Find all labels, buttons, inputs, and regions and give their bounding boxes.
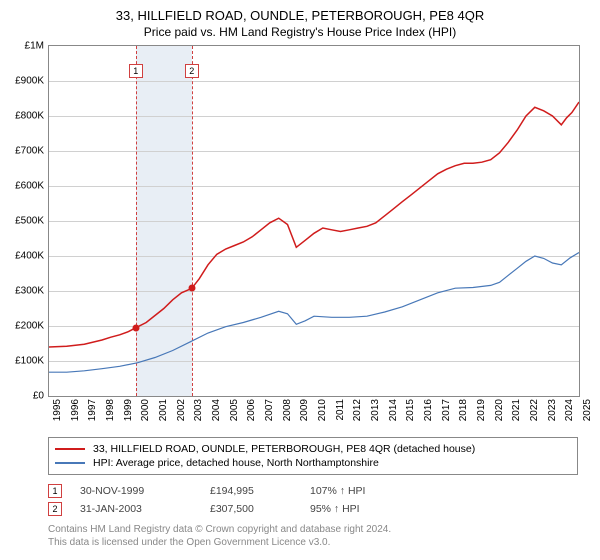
sale-price: £194,995 <box>210 485 310 497</box>
x-axis-label: 2016 <box>423 399 434 421</box>
x-axis-label: 2011 <box>335 399 346 421</box>
x-axis-label: 2025 <box>582 399 593 421</box>
legend-box: 33, HILLFIELD ROAD, OUNDLE, PETERBOROUGH… <box>48 437 578 475</box>
x-axis-label: 2007 <box>264 399 275 421</box>
x-axis-label: 2017 <box>441 399 452 421</box>
footer-line-1: Contains HM Land Registry data © Crown c… <box>48 523 391 536</box>
sale-date: 31-JAN-2003 <box>80 503 210 515</box>
y-axis-label: £300K <box>4 286 44 297</box>
legend-swatch <box>55 462 85 464</box>
x-axis-label: 1995 <box>52 399 63 421</box>
y-axis-label: £1M <box>4 41 44 52</box>
x-axis-label: 2004 <box>211 399 222 421</box>
y-axis-label: £0 <box>4 391 44 402</box>
legend-label: 33, HILLFIELD ROAD, OUNDLE, PETERBOROUGH… <box>93 443 475 455</box>
series-hpi <box>49 253 579 373</box>
x-axis-label: 2003 <box>193 399 204 421</box>
x-axis-label: 2013 <box>370 399 381 421</box>
sales-row: 1 30-NOV-1999£194,995107% ↑ HPI <box>48 482 410 500</box>
x-axis-label: 2005 <box>229 399 240 421</box>
x-axis-label: 1997 <box>87 399 98 421</box>
x-axis-label: 2009 <box>299 399 310 421</box>
y-axis-label: £700K <box>4 146 44 157</box>
x-axis-label: 2012 <box>352 399 363 421</box>
x-axis-label: 2008 <box>282 399 293 421</box>
x-axis-label: 2021 <box>511 399 522 421</box>
x-axis-label: 1999 <box>123 399 134 421</box>
sale-data-point <box>188 285 195 292</box>
y-axis-label: £400K <box>4 251 44 262</box>
x-axis-label: 2001 <box>158 399 169 421</box>
x-axis-label: 2022 <box>529 399 540 421</box>
x-axis-label: 2024 <box>564 399 575 421</box>
sale-marker-box: 2 <box>185 64 199 78</box>
x-axis-label: 2023 <box>547 399 558 421</box>
x-axis-label: 2015 <box>405 399 416 421</box>
x-axis-label: 2018 <box>458 399 469 421</box>
series-property <box>49 102 579 347</box>
x-axis-label: 2014 <box>388 399 399 421</box>
x-axis-label: 2006 <box>246 399 257 421</box>
footer-attribution: Contains HM Land Registry data © Crown c… <box>48 523 391 549</box>
sales-table: 1 30-NOV-1999£194,995107% ↑ HPI 2 31-JAN-20… <box>48 482 410 518</box>
x-axis-label: 2019 <box>476 399 487 421</box>
line-series-svg <box>49 46 579 396</box>
y-axis-label: £600K <box>4 181 44 192</box>
x-axis-label: 1998 <box>105 399 116 421</box>
chart-subtitle: Price paid vs. HM Land Registry's House … <box>0 23 600 39</box>
sale-data-point <box>132 324 139 331</box>
sale-marker-box: 1 <box>48 484 62 498</box>
y-axis-label: £900K <box>4 76 44 87</box>
x-axis-label: 2002 <box>176 399 187 421</box>
sale-pct: 95% ↑ HPI <box>310 503 410 515</box>
y-axis-label: £200K <box>4 321 44 332</box>
sale-marker-box: 1 <box>129 64 143 78</box>
legend-swatch <box>55 448 85 450</box>
footer-line-2: This data is licensed under the Open Gov… <box>48 536 391 549</box>
sale-date: 30-NOV-1999 <box>80 485 210 497</box>
sale-marker-box: 2 <box>48 502 62 516</box>
sale-price: £307,500 <box>210 503 310 515</box>
sale-pct: 107% ↑ HPI <box>310 485 410 497</box>
chart-container: 33, HILLFIELD ROAD, OUNDLE, PETERBOROUGH… <box>0 0 600 560</box>
chart-title: 33, HILLFIELD ROAD, OUNDLE, PETERBOROUGH… <box>0 0 600 23</box>
x-axis-label: 1996 <box>70 399 81 421</box>
y-axis-label: £100K <box>4 356 44 367</box>
legend-row: HPI: Average price, detached house, Nort… <box>55 456 571 470</box>
x-axis-label: 2020 <box>494 399 505 421</box>
x-axis-label: 2010 <box>317 399 328 421</box>
x-axis-label: 2000 <box>140 399 151 421</box>
legend-row: 33, HILLFIELD ROAD, OUNDLE, PETERBOROUGH… <box>55 442 571 456</box>
y-axis-label: £500K <box>4 216 44 227</box>
sales-row: 2 31-JAN-2003£307,50095% ↑ HPI <box>48 500 410 518</box>
legend-label: HPI: Average price, detached house, Nort… <box>93 457 379 469</box>
y-axis-label: £800K <box>4 111 44 122</box>
plot-area: £0£100K£200K£300K£400K£500K£600K£700K£80… <box>48 45 580 397</box>
